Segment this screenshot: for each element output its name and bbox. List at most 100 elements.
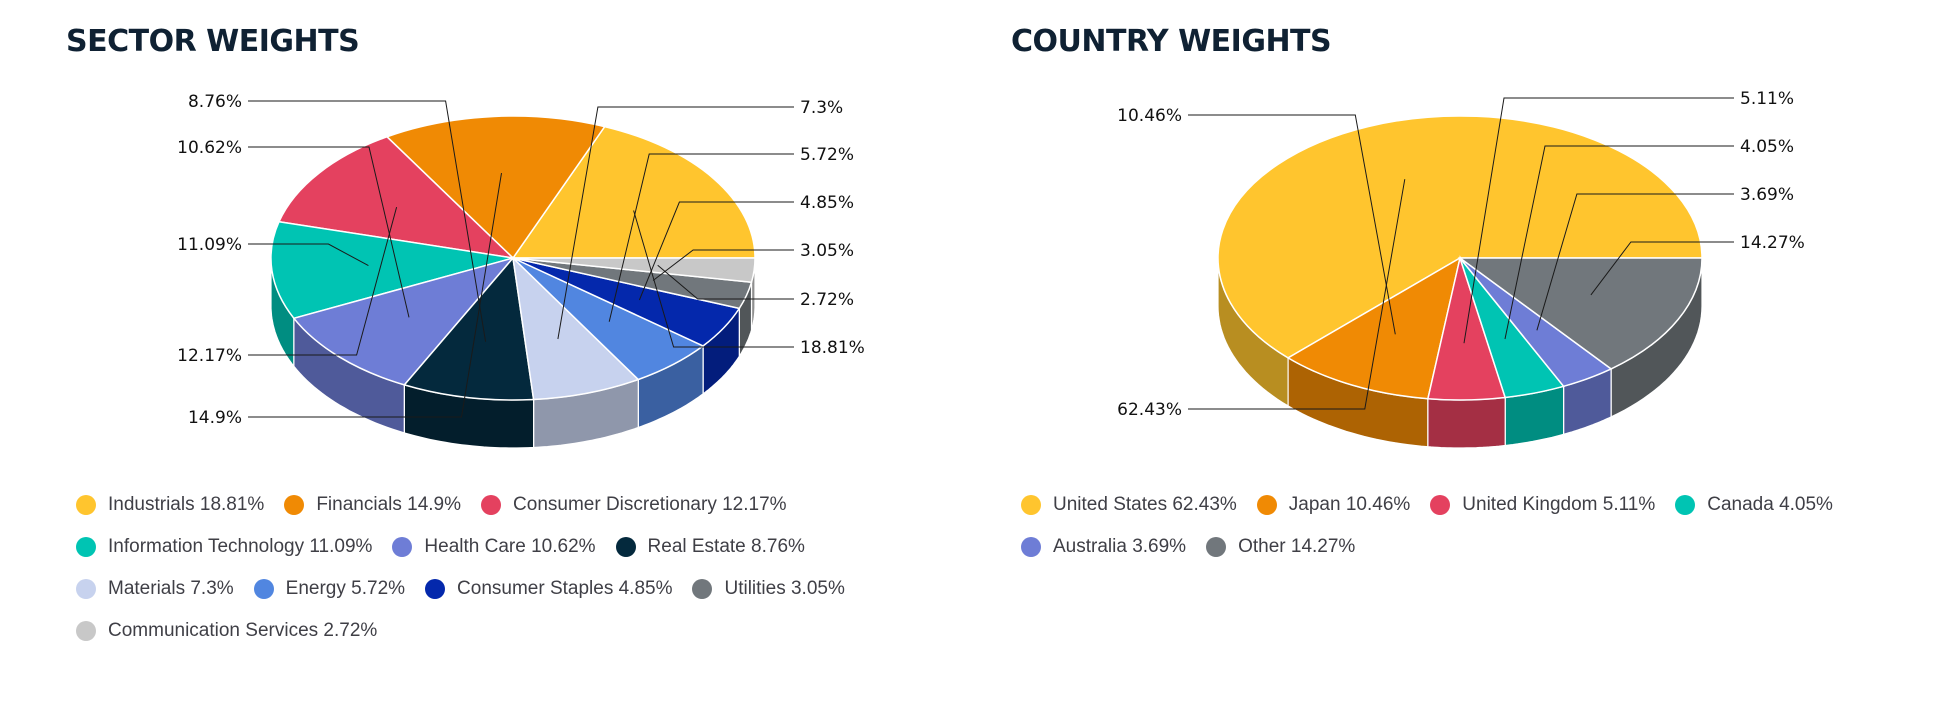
legend-item-financials[interactable]: Financials 14.9% xyxy=(284,494,461,516)
legend-item-information-technology[interactable]: Information Technology 11.09% xyxy=(76,536,372,558)
legend-item-canada[interactable]: Canada 4.05% xyxy=(1675,494,1833,516)
slice-side-united-kingdom xyxy=(1427,396,1506,449)
slice-financials[interactable] xyxy=(385,115,606,260)
legend-item-other[interactable]: Other 14.27% xyxy=(1206,536,1355,558)
sector-pie-chart: 8.76% 10.62% 11.09% 12.17% 14.9% 18.81% 7.3% 5.… xyxy=(177,92,865,449)
slice-value-label: 10.46% xyxy=(1117,106,1182,126)
chart-title: SECTOR WEIGHTS xyxy=(66,24,360,59)
slice-other[interactable] xyxy=(1457,257,1703,370)
slice-value-label: 2.72% xyxy=(800,290,854,310)
legend-label: United Kingdom 5.11% xyxy=(1462,494,1656,515)
leader-line xyxy=(248,243,369,267)
legend-item-united-states[interactable]: United States 62.43% xyxy=(1021,494,1237,516)
legend-swatch xyxy=(392,537,413,557)
legend-swatch xyxy=(481,495,502,515)
legend-label: Consumer Discretionary 12.17% xyxy=(513,494,787,515)
leader-line xyxy=(248,206,398,356)
country-legend: United States 62.43% Japan 10.46% United K… xyxy=(1021,494,1881,558)
legend-item-australia[interactable]: Australia 3.69% xyxy=(1021,536,1186,558)
legend-label: Real Estate 8.76% xyxy=(647,536,805,557)
legend-label: Financials 14.9% xyxy=(316,494,462,515)
legend-label: United States 62.43% xyxy=(1053,494,1237,515)
legend-swatch xyxy=(1021,495,1041,515)
legend-label: Utilities 3.05% xyxy=(724,578,845,599)
slice-value-label: 14.9% xyxy=(188,408,242,428)
leader-line xyxy=(608,153,794,322)
legend-swatch xyxy=(1256,495,1277,515)
leader-line xyxy=(652,249,794,281)
leader-line xyxy=(248,146,410,318)
slice-industrials[interactable] xyxy=(511,125,756,259)
legend-swatch xyxy=(76,537,96,557)
country-pie-chart: 10.46% 62.43% 5.11% 4.05% 3.69% 14.27% xyxy=(1117,89,1805,449)
legend-label: Other 14.27% xyxy=(1238,536,1356,557)
slice-value-label: 7.3% xyxy=(800,98,843,118)
slice-value-label: 12.17% xyxy=(177,346,242,366)
legend-swatch xyxy=(76,579,96,599)
sector-weights-panel: SECTOR WEIGHTS 8.76% 10.62% 11.09% 12.17% 14… xyxy=(0,0,940,718)
leader-line xyxy=(1536,193,1734,331)
leader-line xyxy=(1590,241,1734,296)
legend-swatch xyxy=(76,621,96,641)
legend-item-real-estate[interactable]: Real Estate 8.76% xyxy=(615,536,805,558)
slice-value-label: 8.76% xyxy=(188,92,242,112)
leader-line xyxy=(248,100,487,342)
legend-item-health-care[interactable]: Health Care 10.62% xyxy=(392,536,596,558)
legend-item-communication-services[interactable]: Communication Services 2.72% xyxy=(76,620,377,642)
slice-value-label: 62.43% xyxy=(1117,400,1182,420)
legend-label: Materials 7.3% xyxy=(108,578,234,599)
legend-label: Information Technology 11.09% xyxy=(108,536,373,557)
sector-legend: Industrials 18.81% Financials 14.9% Consum… xyxy=(76,494,936,642)
legend-swatch xyxy=(1675,495,1696,515)
legend-swatch xyxy=(76,495,96,515)
slice-value-label: 10.62% xyxy=(177,138,242,158)
legend-label: Japan 10.46% xyxy=(1288,494,1411,515)
slice-japan[interactable] xyxy=(1286,256,1462,400)
leader-line xyxy=(1463,97,1734,344)
legend-label: Industrials 18.81% xyxy=(108,494,265,515)
leader-line xyxy=(633,210,794,348)
slice-materials[interactable] xyxy=(511,255,640,401)
slice-value-label: 18.81% xyxy=(800,338,865,358)
leader-line xyxy=(248,173,502,418)
legend-swatch xyxy=(1206,537,1227,557)
slice-value-label: 3.69% xyxy=(1740,185,1794,205)
legend-label: Energy 5.72% xyxy=(285,578,406,599)
slice-united-states[interactable] xyxy=(1217,115,1703,359)
legend-swatch xyxy=(284,495,305,515)
legend-swatch xyxy=(425,579,446,599)
legend-swatch xyxy=(253,579,274,599)
legend-item-japan[interactable]: Japan 10.46% xyxy=(1256,494,1411,516)
legend-swatch xyxy=(1021,537,1041,557)
legend-item-industrials[interactable]: Industrials 18.81% xyxy=(76,494,264,516)
chart-title: COUNTRY WEIGHTS xyxy=(1011,24,1332,59)
slice-consumer-discretionary[interactable] xyxy=(277,135,516,260)
slice-value-label: 11.09% xyxy=(177,235,242,255)
leader-line xyxy=(1504,145,1734,340)
legend-item-united-kingdom[interactable]: United Kingdom 5.11% xyxy=(1430,494,1655,516)
legend-swatch xyxy=(615,537,636,557)
legend-label: Consumer Staples 4.85% xyxy=(457,578,673,599)
slice-value-label: 14.27% xyxy=(1740,233,1805,253)
slice-health-care[interactable] xyxy=(292,256,516,386)
legend-item-utilities[interactable]: Utilities 3.05% xyxy=(692,578,845,600)
country-weights-panel: COUNTRY WEIGHTS 10.46% 62.43% 5.11% 4.05% 3.… xyxy=(940,0,1880,718)
legend-item-consumer-staples[interactable]: Consumer Staples 4.85% xyxy=(425,578,672,600)
slice-value-label: 3.05% xyxy=(800,241,854,261)
slice-communication-services[interactable] xyxy=(512,257,756,284)
slice-value-label: 5.72% xyxy=(800,145,854,165)
legend-swatch xyxy=(1430,495,1451,515)
legend-label: Health Care 10.62% xyxy=(424,536,596,557)
legend-item-consumer-discretionary[interactable]: Consumer Discretionary 12.17% xyxy=(481,494,787,516)
slice-value-label: 5.11% xyxy=(1740,89,1794,109)
legend-swatch xyxy=(692,579,713,599)
leader-line xyxy=(557,106,794,340)
leader-line xyxy=(638,201,794,301)
slice-value-label: 4.85% xyxy=(800,193,854,213)
legend-label: Canada 4.05% xyxy=(1707,494,1833,515)
slice-real-estate[interactable] xyxy=(403,256,535,401)
leader-line xyxy=(1188,114,1396,335)
legend-label: Communication Services 2.72% xyxy=(108,620,378,641)
legend-item-energy[interactable]: Energy 5.72% xyxy=(253,578,406,600)
legend-item-materials[interactable]: Materials 7.3% xyxy=(76,578,234,600)
